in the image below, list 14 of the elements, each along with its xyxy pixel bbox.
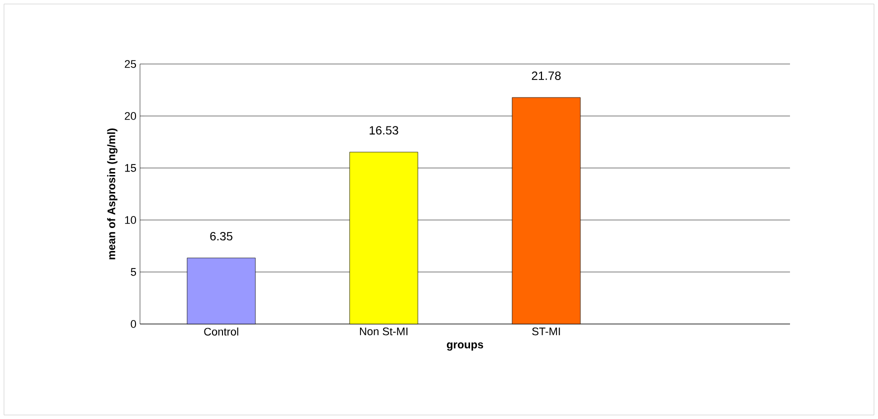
y-tick-label: 5 bbox=[130, 268, 136, 276]
data-label: 16.53 bbox=[370, 126, 398, 135]
y-tick-label: 20 bbox=[124, 112, 136, 120]
x-tick-label: Control bbox=[204, 328, 238, 336]
y-axis-title: mean of Asprosin (ng/ml) bbox=[107, 128, 118, 260]
data-label: 21.78 bbox=[532, 72, 561, 80]
x-tick-label: Non St-MI bbox=[360, 328, 408, 336]
x-axis-title: groups bbox=[446, 342, 484, 351]
y-tick-label: 25 bbox=[124, 60, 136, 68]
data-label: 6.35 bbox=[210, 232, 232, 240]
y-tick-label: 10 bbox=[125, 216, 136, 224]
y-tick-label: 0 bbox=[130, 320, 136, 328]
x-tick-label: ST-MI bbox=[532, 328, 560, 336]
y-tick-label: 15 bbox=[125, 164, 136, 172]
